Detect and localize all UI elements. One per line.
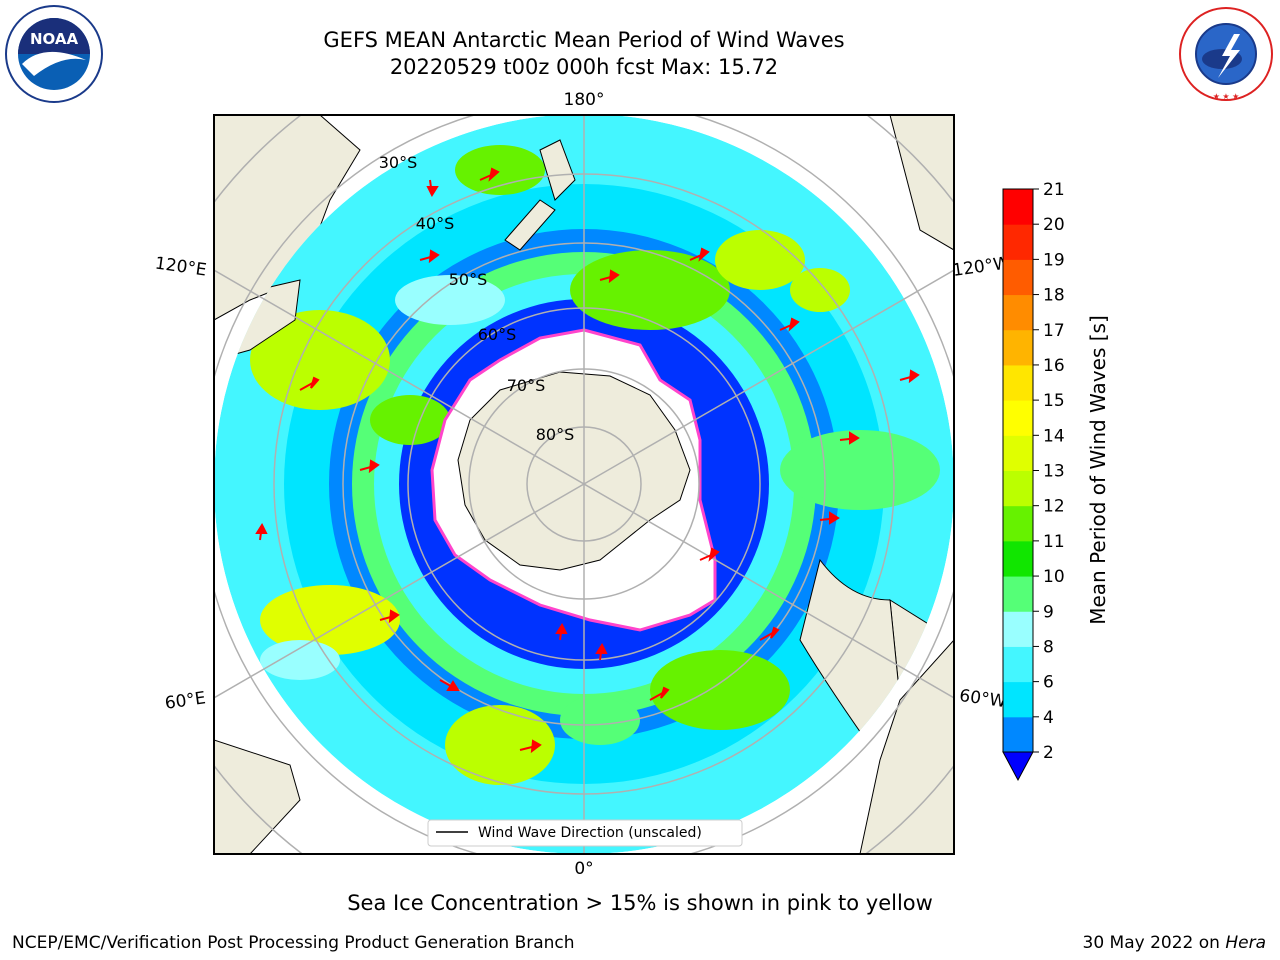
colorbar-bin bbox=[1003, 294, 1033, 331]
colorbar-bins bbox=[1003, 189, 1033, 753]
colorbar-tick-label: 14 bbox=[1043, 426, 1065, 446]
colorbar-tick-label: 6 bbox=[1043, 673, 1054, 693]
colorbar-under-triangle bbox=[1002, 751, 1034, 782]
wave-direction-legend: Wind Wave Direction (unscaled) bbox=[427, 819, 743, 847]
colorbar-bin bbox=[1003, 716, 1033, 753]
lat-label-80s: 80°S bbox=[536, 425, 575, 444]
chart-title: GEFS MEAN Antarctic Mean Period of Wind … bbox=[323, 28, 845, 52]
lon-label-upper-left: 120°E bbox=[154, 254, 208, 281]
colorbar-label: Mean Period of Wind Waves [s] bbox=[1086, 315, 1110, 625]
colorbar-bin bbox=[1003, 329, 1033, 366]
colorbar-tick-label: 10 bbox=[1043, 567, 1065, 587]
colorbar-bin bbox=[1003, 435, 1033, 471]
land-outside-disk bbox=[214, 115, 954, 854]
noaa-logo-text: NOAA bbox=[30, 30, 79, 48]
colorbar-bin bbox=[1003, 470, 1033, 507]
svg-text:★ ★ ★: ★ ★ ★ bbox=[1213, 92, 1240, 101]
colorbar-bin bbox=[1003, 189, 1033, 225]
map-frame bbox=[213, 114, 955, 855]
lon-label-upper-right: 120°W bbox=[951, 253, 1011, 281]
lon-label-bottom: 0° bbox=[574, 859, 593, 879]
colorbar-tick-label: 4 bbox=[1043, 708, 1054, 728]
colorbar-tick-label: 11 bbox=[1043, 532, 1065, 552]
wind-direction-arrows bbox=[255, 167, 920, 754]
colorbar: 2 4 6 8 9 10 11 12 13 14 15 16 17 18 19 20 21 Mean Perio… bbox=[1002, 180, 1110, 782]
nws-logo: ★ ★ ★ bbox=[1178, 6, 1274, 102]
lat-label-30s: 30°S bbox=[379, 153, 418, 172]
footer-system: Hera bbox=[1225, 933, 1266, 953]
colorbar-tick-label: 17 bbox=[1043, 321, 1065, 341]
colorbar-bin bbox=[1003, 540, 1033, 577]
colorbar-tick-label: 19 bbox=[1043, 250, 1065, 270]
chart-subtitle-run-info: 20220529 t00z 000h fcst Max: 15.72 bbox=[389, 55, 779, 79]
colorbar-bin bbox=[1003, 611, 1033, 647]
lat-label-60s: 60°S bbox=[478, 325, 517, 344]
colorbar-tick-label: 12 bbox=[1043, 497, 1065, 517]
colorbar-tick-label: 20 bbox=[1043, 215, 1065, 235]
lon-label-top: 180° bbox=[564, 90, 605, 110]
lat-label-50s: 50°S bbox=[449, 270, 488, 289]
sea-ice-note: Sea Ice Concentration > 15% is shown in … bbox=[347, 891, 933, 915]
noaa-logo: NOAA bbox=[5, 5, 103, 103]
lon-label-lower-right: 60°W bbox=[958, 686, 1007, 712]
colorbar-bin bbox=[1003, 681, 1033, 718]
colorbar-tick-label: 18 bbox=[1043, 286, 1065, 306]
colorbar-tick-label: 9 bbox=[1043, 602, 1054, 622]
colorbar-bin bbox=[1003, 646, 1033, 683]
legend-label: Wind Wave Direction (unscaled) bbox=[478, 825, 702, 841]
lat-label-70s: 70°S bbox=[507, 376, 546, 395]
colorbar-bin bbox=[1003, 505, 1033, 542]
colorbar-tick-label: 15 bbox=[1043, 391, 1065, 411]
antarctica-landmass bbox=[457, 371, 691, 571]
footer-date-text: 30 May 2022 on bbox=[1082, 933, 1226, 953]
lat-label-40s: 40°S bbox=[416, 214, 455, 233]
map-panel: Wind Wave Direction (unscaled) bbox=[214, 115, 954, 854]
colorbar-tick-label: 13 bbox=[1043, 462, 1065, 482]
lon-label-lower-left: 60°E bbox=[164, 688, 207, 713]
colorbar-tick-label: 21 bbox=[1043, 180, 1065, 200]
graticule bbox=[214, 115, 954, 854]
colorbar-ticks: 2 4 6 8 9 10 11 12 13 14 15 16 17 18 19 20 21 bbox=[1033, 180, 1065, 763]
colorbar-tick-label: 8 bbox=[1043, 637, 1054, 657]
colorbar-tick-label: 2 bbox=[1043, 743, 1054, 763]
colorbar-bin bbox=[1003, 400, 1033, 436]
colorbar-bin bbox=[1003, 364, 1033, 401]
colorbar-bin bbox=[1003, 576, 1033, 612]
colorbar-bin bbox=[1003, 224, 1033, 260]
colorbar-bin bbox=[1003, 259, 1033, 296]
footer-date: 30 May 2022 on Hera bbox=[1083, 933, 1267, 953]
colorbar-tick-label: 16 bbox=[1043, 356, 1065, 376]
footer-credit: NCEP/EMC/Verification Post Processing Pr… bbox=[12, 933, 575, 953]
